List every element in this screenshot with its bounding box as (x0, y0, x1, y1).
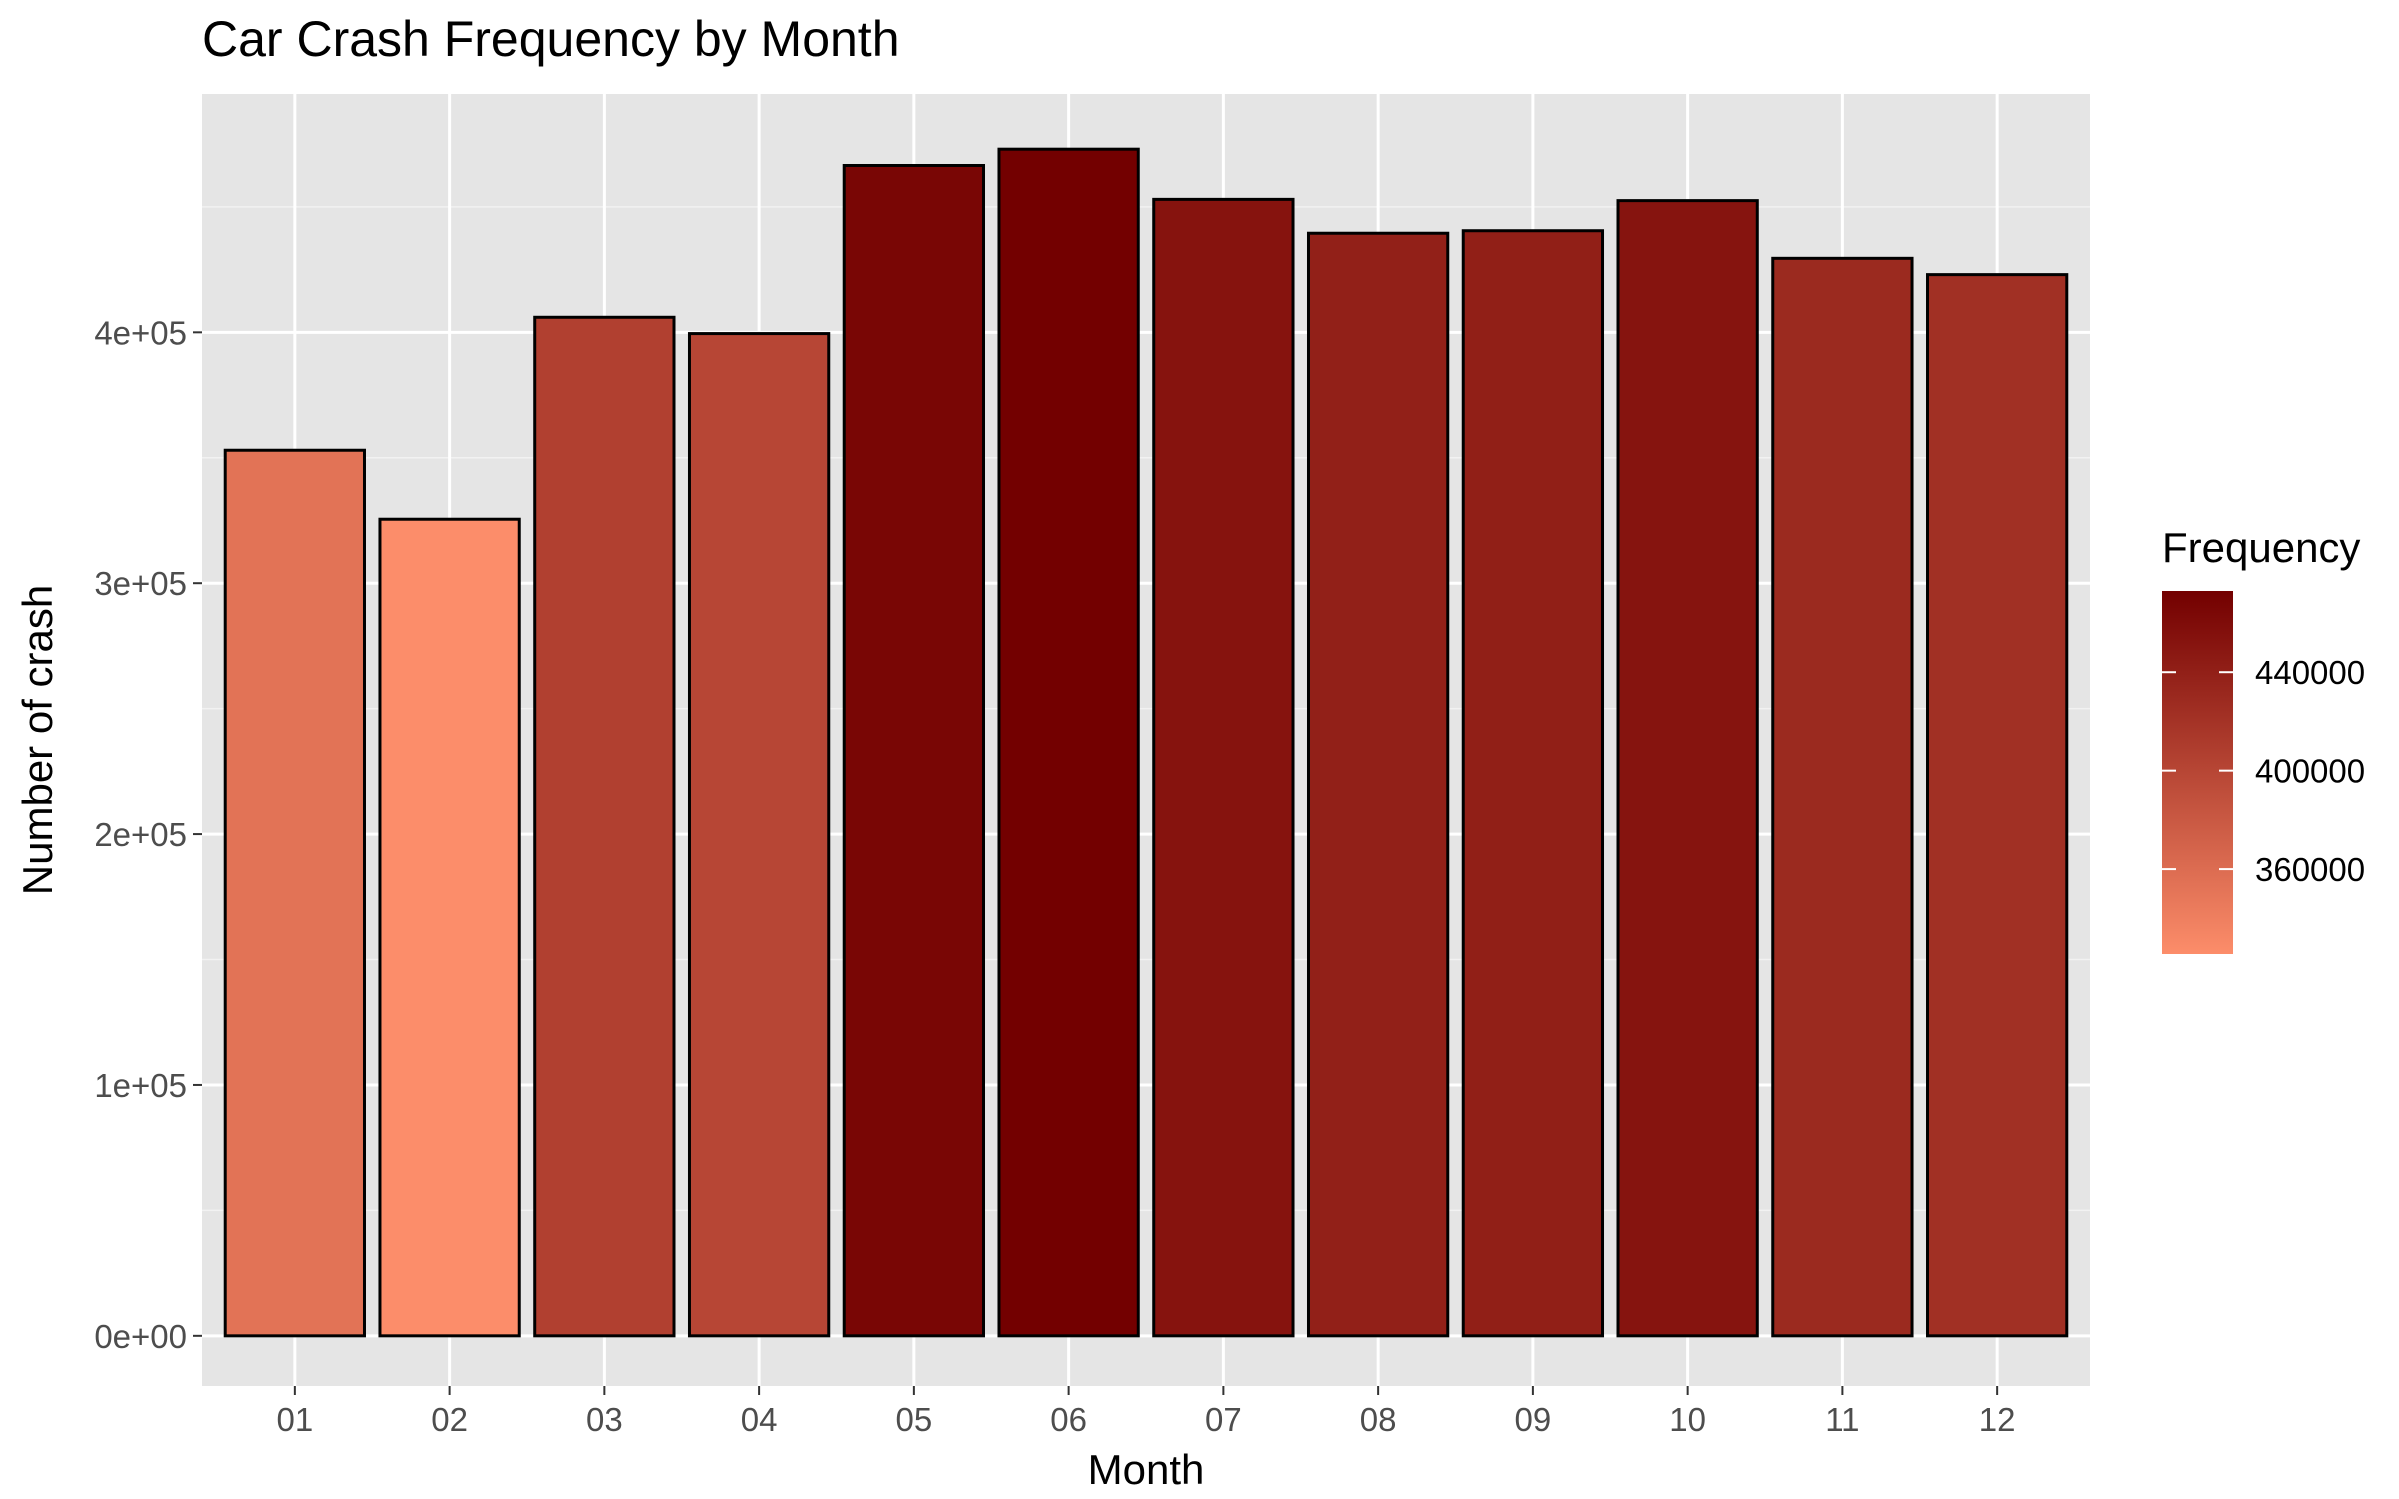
bar-07 (1152, 197, 1295, 1338)
y-axis-title: Number of crash (14, 585, 61, 895)
x-tick-label: 03 (586, 1401, 623, 1438)
x-tick-label: 07 (1205, 1401, 1242, 1438)
bar-05 (842, 163, 986, 1338)
legend-tick-label: 440000 (2255, 654, 2365, 691)
x-tick-label: 08 (1360, 1401, 1397, 1438)
legend-ticks: 360000 400000 440000 (2162, 654, 2365, 888)
bars (223, 147, 2069, 1338)
legend-tick-label: 360000 (2255, 851, 2365, 888)
y-tick-label: 1e+05 (94, 1067, 187, 1104)
legend-title: Frequency (2162, 524, 2360, 571)
chart-title: Car Crash Frequency by Month (202, 11, 900, 67)
bar-01 (223, 448, 366, 1338)
bar-03 (533, 315, 676, 1338)
x-tick-label: 09 (1515, 1401, 1552, 1438)
x-tick-label: 02 (431, 1401, 468, 1438)
bar-06 (997, 147, 1140, 1338)
x-tick-label: 11 (1825, 1401, 1859, 1438)
y-tick-label: 0e+00 (94, 1318, 187, 1355)
x-tick-label: 10 (1669, 1401, 1706, 1438)
bar-08 (1306, 231, 1450, 1338)
y-tick-label: 4e+05 (94, 314, 187, 351)
legend-tick-label: 400000 (2255, 753, 2365, 790)
bar-04 (687, 332, 831, 1338)
color-legend: Frequency 360000 400000 440000 (2162, 524, 2365, 954)
x-tick-label: 05 (896, 1401, 933, 1438)
bar-09 (1461, 229, 1605, 1338)
x-axis: 01 02 03 04 05 06 07 08 09 10 11 12 (276, 1386, 2016, 1438)
bar-11 (1771, 256, 1914, 1338)
x-tick-label: 06 (1050, 1401, 1087, 1438)
bar-12 (1926, 273, 2069, 1338)
bar-02 (378, 517, 521, 1338)
x-tick-label: 04 (741, 1401, 778, 1438)
bar-10 (1616, 199, 1759, 1338)
y-tick-label: 3e+05 (94, 565, 187, 602)
x-axis-title: Month (1088, 1446, 1205, 1493)
y-tick-label: 2e+05 (94, 816, 187, 853)
y-axis: 0e+00 1e+05 2e+05 3e+05 4e+05 (94, 314, 202, 1355)
x-tick-label: 12 (1979, 1401, 2016, 1438)
legend-colorbar (2162, 591, 2233, 954)
x-tick-label: 01 (276, 1401, 313, 1438)
